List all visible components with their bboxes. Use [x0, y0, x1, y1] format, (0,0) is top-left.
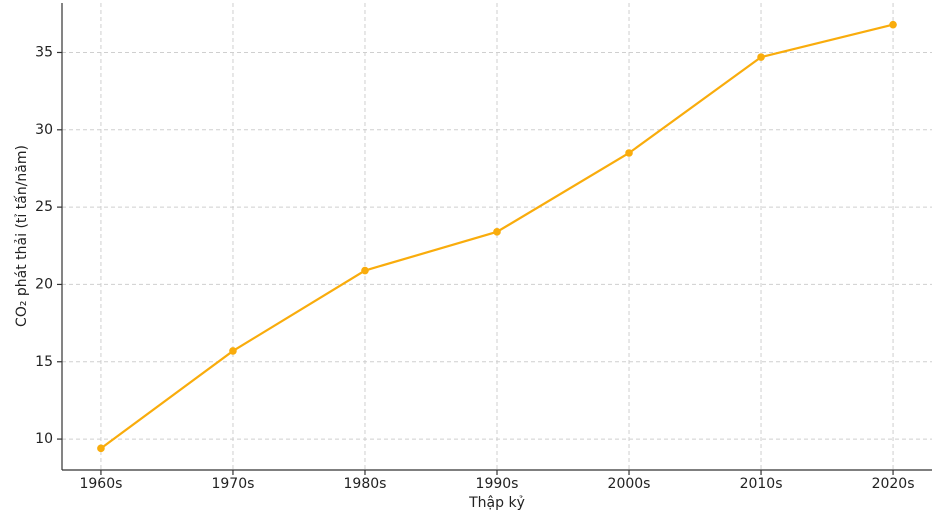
y-axis-label: CO₂ phát thải (tỉ tấn/năm) [14, 145, 30, 327]
point [361, 266, 369, 275]
x-axis-label: Thập kỷ [468, 495, 525, 511]
x-tick-label: 1990s [476, 476, 519, 492]
x-tick-label: 1960s [79, 476, 122, 492]
y-tick-label: 20 [35, 276, 53, 292]
y-tick-label: 35 [35, 44, 53, 60]
y-tick-label: 30 [35, 122, 53, 138]
x-tick-label: 1970s [211, 476, 254, 492]
x-tick-label: 2020s [872, 476, 915, 492]
x-tick-label: 1980s [344, 476, 387, 492]
y-tick-label: 10 [35, 431, 53, 447]
y-tick-label: 15 [35, 354, 53, 370]
y-tick-label: 25 [35, 199, 53, 215]
point [97, 444, 105, 453]
x-tick-label: 2010s [740, 476, 783, 492]
point [889, 20, 897, 29]
point [229, 347, 237, 355]
point [625, 149, 633, 157]
point [757, 53, 765, 61]
point [493, 228, 501, 236]
x-tick-label: 2000s [608, 476, 651, 492]
